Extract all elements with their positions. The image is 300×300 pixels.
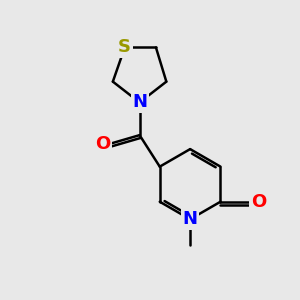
Text: N: N — [183, 210, 198, 228]
Text: O: O — [95, 135, 110, 153]
Text: O: O — [251, 193, 266, 211]
Text: N: N — [132, 93, 147, 111]
Text: S: S — [118, 38, 131, 56]
